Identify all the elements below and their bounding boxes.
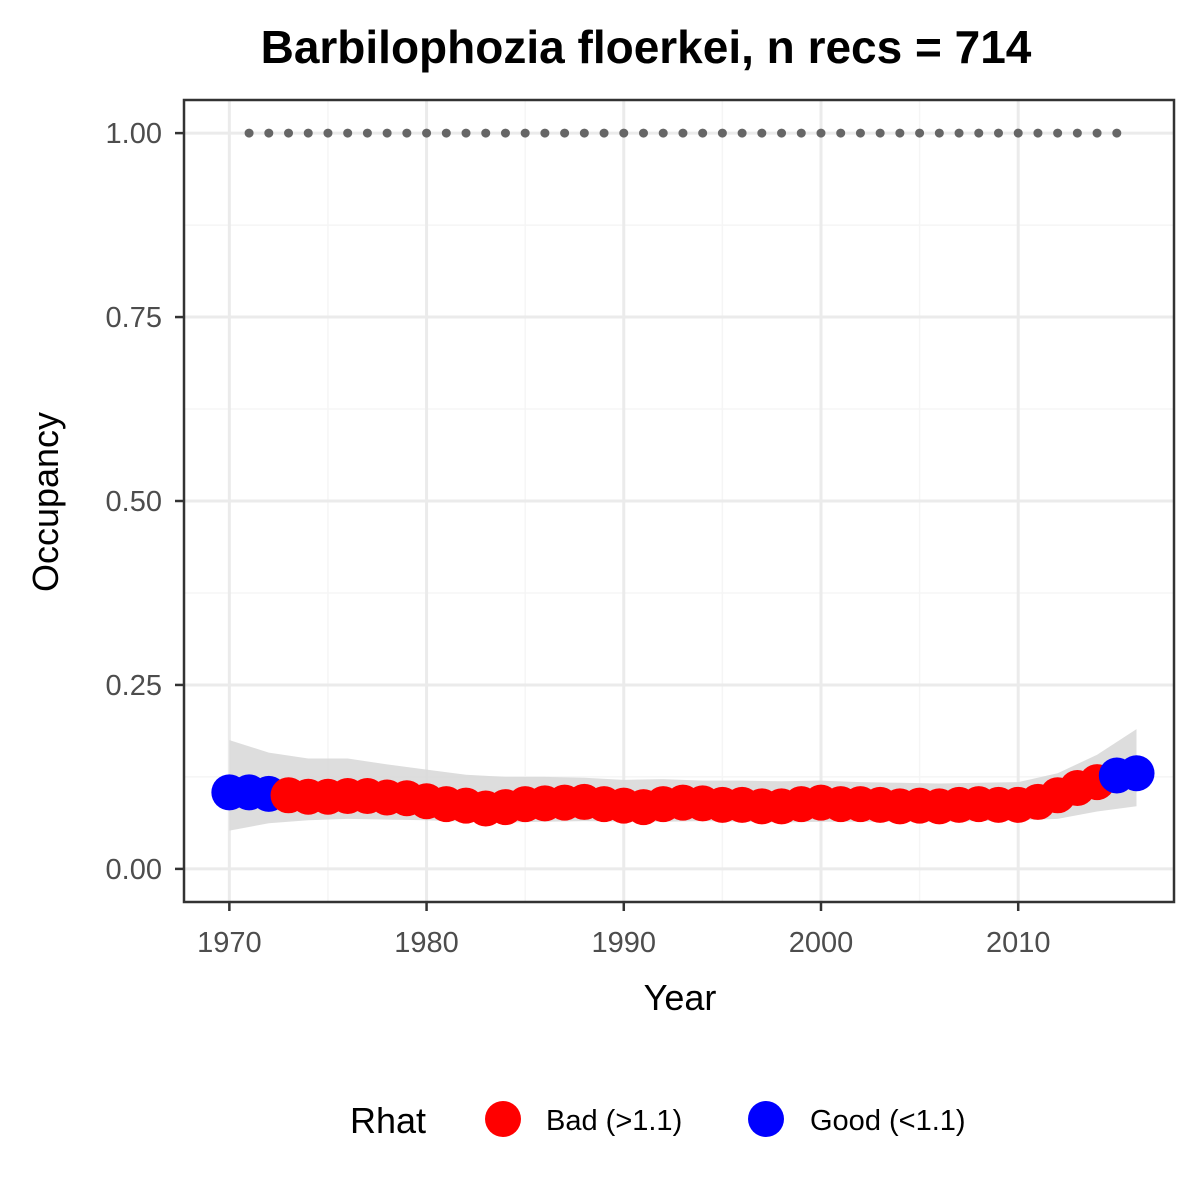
legend-label-bad: Bad (>1.1) (546, 1105, 682, 1137)
reference-point (1053, 128, 1063, 138)
reference-point (993, 128, 1003, 138)
reference-point (500, 128, 510, 138)
x-tick-label: 1990 (592, 927, 657, 959)
reference-point (599, 128, 609, 138)
reference-point (323, 128, 333, 138)
reference-point (303, 128, 313, 138)
reference-point (1092, 128, 1102, 138)
reference-point (560, 128, 570, 138)
reference-point (777, 128, 787, 138)
reference-point (1033, 128, 1043, 138)
reference-point (974, 128, 984, 138)
reference-point (757, 128, 767, 138)
reference-point (717, 128, 727, 138)
reference-point (619, 128, 629, 138)
reference-point (402, 128, 412, 138)
reference-point (737, 128, 747, 138)
legend-label-good: Good (<1.1) (810, 1105, 966, 1137)
reference-point (836, 128, 846, 138)
reference-point (382, 128, 392, 138)
reference-point (915, 128, 925, 138)
reference-point (422, 128, 432, 138)
occupancy-point (1118, 755, 1155, 792)
reference-point (362, 128, 372, 138)
reference-point (284, 128, 294, 138)
x-tick-label: 1970 (197, 927, 262, 959)
x-tick-label: 1980 (394, 927, 459, 959)
x-tick-label: 2010 (986, 927, 1051, 959)
y-tick-label: 1.00 (106, 118, 162, 150)
reference-point (855, 128, 865, 138)
reference-point (658, 128, 668, 138)
axes: 1970 1980 1990 2000 2010 0.00 0.25 0.50 0.75 1.00 (106, 118, 1051, 959)
reference-point (461, 128, 471, 138)
reference-point (796, 128, 806, 138)
reference-point (481, 128, 491, 138)
reference-point (698, 128, 708, 138)
reference-point (934, 128, 944, 138)
y-tick-label: 0.25 (106, 670, 162, 702)
legend: Rhat Bad (>1.1) Good (<1.1) (350, 1100, 966, 1141)
reference-point (875, 128, 885, 138)
y-tick-label: 0.50 (106, 486, 162, 518)
reference-point (895, 128, 905, 138)
legend-key-bad (485, 1101, 521, 1137)
y-tick-label: 0.75 (106, 302, 162, 334)
chart-title: Barbilophozia floerkei, n recs = 714 (261, 21, 1032, 73)
reference-point (343, 128, 353, 138)
reference-point (244, 128, 254, 138)
occupancy-points-layer (211, 755, 1155, 827)
reference-point (264, 128, 274, 138)
reference-point (954, 128, 964, 138)
reference-point (816, 128, 826, 138)
legend-title: Rhat (350, 1100, 426, 1141)
x-tick-label: 2000 (789, 927, 854, 959)
reference-point (520, 128, 530, 138)
reference-point (540, 128, 550, 138)
reference-point (441, 128, 451, 138)
reference-point (1072, 128, 1082, 138)
reference-point (579, 128, 589, 138)
reference-point (1013, 128, 1023, 138)
x-axis-title: Year (644, 977, 717, 1018)
reference-point (1112, 128, 1122, 138)
reference-points-layer (244, 128, 1122, 138)
legend-key-good (748, 1101, 784, 1137)
reference-point (678, 128, 688, 138)
y-tick-label: 0.00 (106, 854, 162, 886)
reference-point (639, 128, 649, 138)
y-axis-title: Occupancy (25, 412, 66, 592)
